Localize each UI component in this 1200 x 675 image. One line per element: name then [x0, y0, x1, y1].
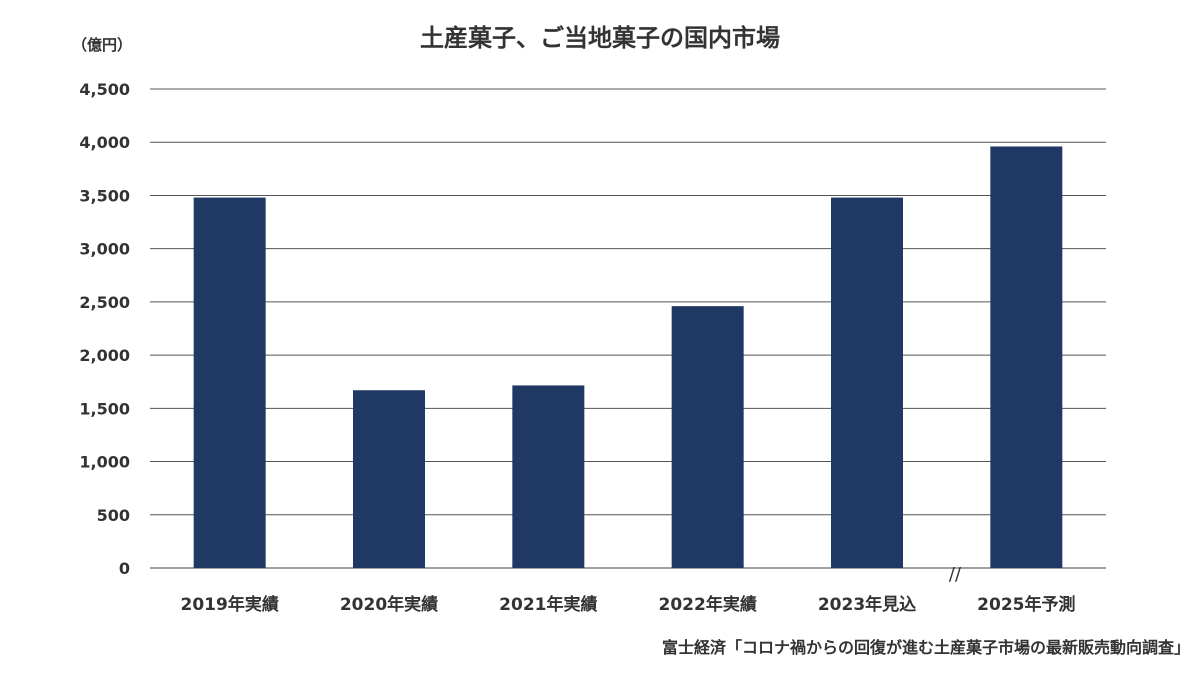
- y-tick-label: 3,000: [79, 240, 130, 259]
- chart-title: 土産菓子、ご当地菓子の国内市場: [420, 24, 780, 52]
- gridlines: [150, 88, 1106, 569]
- x-tick-label: 2021年実績: [499, 594, 597, 615]
- bar: [193, 197, 266, 568]
- bar: [512, 385, 585, 568]
- y-axis-unit-label: （億円）: [72, 36, 132, 54]
- x-tick-label: 2023年見込: [818, 594, 916, 615]
- y-tick-label: 3,500: [79, 186, 130, 205]
- y-axis-ticks: 0 500 1,000 1,500 2,000 2,500 3,000 3,500 4,000 4…: [79, 80, 130, 578]
- source-note: 富士経済「コロナ禍からの回復が進む土産菓子市場の最新販売動向調査」: [662, 638, 1190, 657]
- bar: [671, 306, 744, 568]
- y-tick-label: 2,500: [79, 293, 130, 312]
- bar: [353, 390, 425, 568]
- bar: [831, 197, 903, 568]
- y-tick-label: 500: [97, 506, 130, 525]
- x-tick-label: 2025年予測: [977, 594, 1075, 615]
- axis-break-mark: //: [949, 564, 962, 585]
- y-tick-label: 4,000: [79, 133, 130, 152]
- x-tick-label: 2019年実績: [181, 594, 279, 615]
- y-tick-label: 1,000: [79, 453, 130, 472]
- x-axis-ticks: 2019年実績 2020年実績 2021年実績 2022年実績 2023年見込 2025年…: [181, 594, 1076, 615]
- y-tick-label: 1,500: [79, 399, 130, 418]
- x-tick-label: 2020年実績: [340, 594, 438, 615]
- y-tick-label: 0: [119, 559, 130, 578]
- bars: [193, 146, 1063, 569]
- x-tick-label: 2022年実績: [659, 594, 757, 615]
- bar: [990, 146, 1063, 569]
- y-tick-label: 2,000: [79, 346, 130, 365]
- y-tick-label: 4,500: [79, 80, 130, 99]
